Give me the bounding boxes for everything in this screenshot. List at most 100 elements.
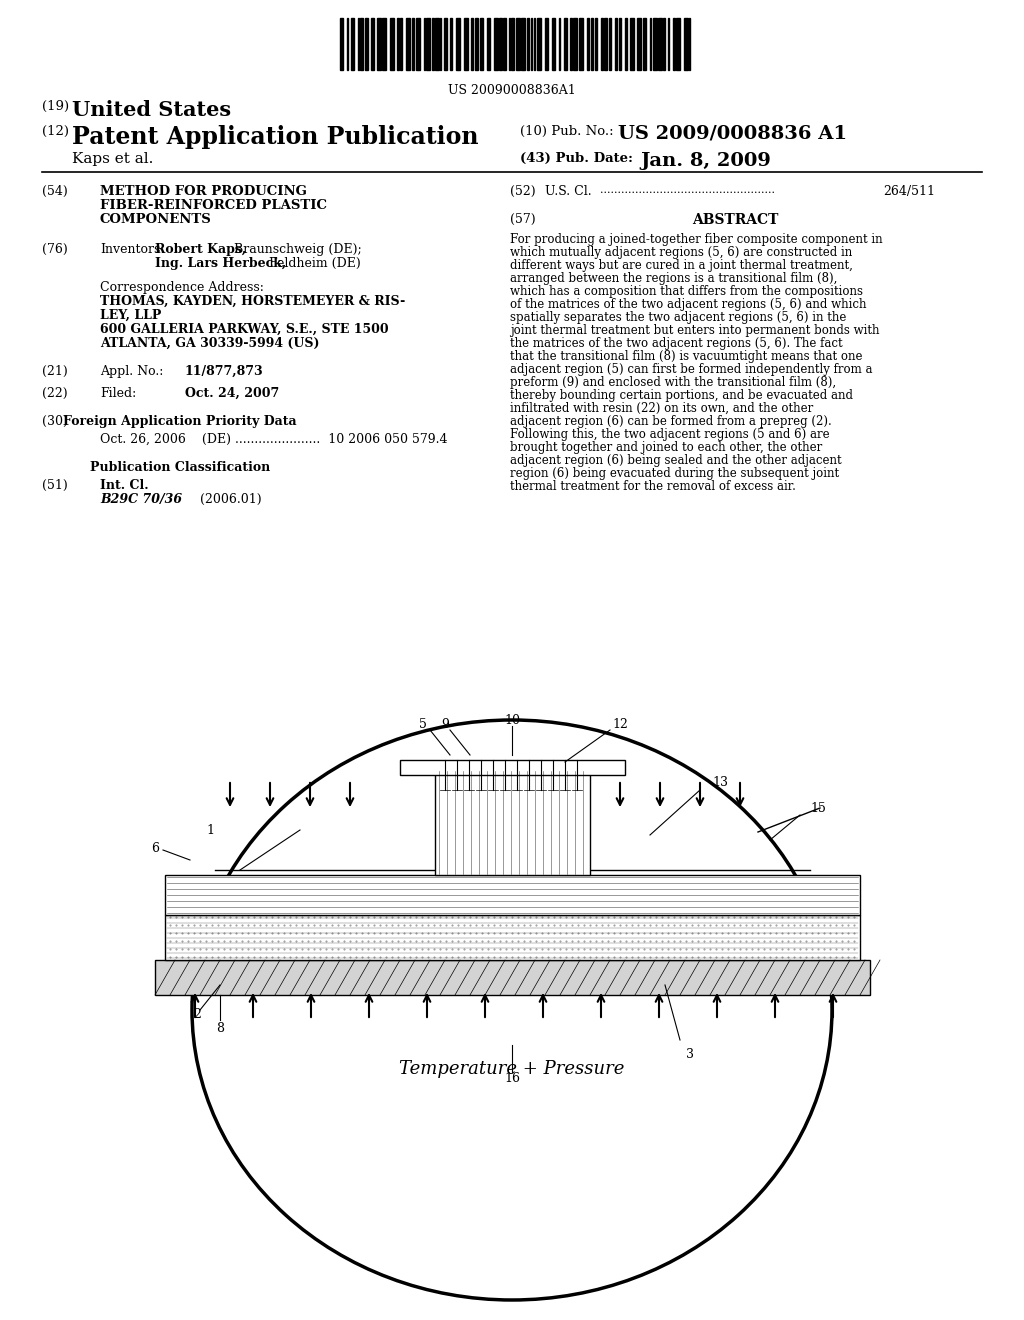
Text: 11/877,873: 11/877,873: [185, 366, 263, 378]
Text: Foreign Application Priority Data: Foreign Application Priority Data: [63, 414, 297, 428]
Bar: [673, 18, 675, 70]
Bar: [400, 760, 625, 775]
Text: adjacent region (5) can first be formed independently from a: adjacent region (5) can first be formed …: [510, 363, 872, 376]
Text: 8: 8: [216, 1022, 224, 1035]
Bar: [397, 18, 399, 70]
Text: region (6) being evacuated during the subsequent joint: region (6) being evacuated during the su…: [510, 467, 839, 480]
Bar: [604, 18, 607, 70]
Text: 6: 6: [151, 842, 159, 854]
Text: 9: 9: [441, 718, 449, 731]
Text: which has a composition that differs from the compositions: which has a composition that differs fro…: [510, 285, 863, 298]
Text: (21): (21): [42, 366, 68, 378]
Text: (30): (30): [42, 414, 68, 428]
Text: Following this, the two adjacent regions (5 and 6) are: Following this, the two adjacent regions…: [510, 428, 829, 441]
Text: thermal treatment for the removal of excess air.: thermal treatment for the removal of exc…: [510, 480, 796, 492]
Text: Correspondence Address:: Correspondence Address:: [100, 281, 264, 294]
Text: Jan. 8, 2009: Jan. 8, 2009: [640, 152, 771, 170]
Bar: [618, 18, 621, 70]
Text: ..................................................: ........................................…: [600, 185, 775, 195]
Bar: [165, 875, 860, 915]
Bar: [527, 18, 529, 70]
Text: Publication Classification: Publication Classification: [90, 461, 270, 474]
Text: 5: 5: [419, 718, 427, 731]
Bar: [637, 18, 641, 70]
Text: Oct. 24, 2007: Oct. 24, 2007: [185, 387, 280, 400]
Bar: [456, 18, 460, 70]
Text: 264/511: 264/511: [883, 185, 935, 198]
Text: brought together and joined to each other, the other: brought together and joined to each othe…: [510, 441, 822, 454]
Bar: [643, 18, 646, 70]
Bar: [587, 18, 589, 70]
Bar: [480, 18, 483, 70]
Bar: [521, 18, 525, 70]
Text: Feldheim (DE): Feldheim (DE): [265, 257, 360, 271]
Text: adjacent region (6) being sealed and the other adjacent: adjacent region (6) being sealed and the…: [510, 454, 842, 467]
Text: 2: 2: [194, 1008, 201, 1022]
Text: joint thermal treatment but enters into permanent bonds with: joint thermal treatment but enters into …: [510, 323, 880, 337]
Text: 16: 16: [504, 1072, 520, 1085]
Text: adjacent region (6) can be formed from a prepreg (2).: adjacent region (6) can be formed from a…: [510, 414, 831, 428]
Text: Oct. 26, 2006    (DE) ......................  10 2006 050 579.4: Oct. 26, 2006 (DE) .....................…: [100, 433, 447, 446]
Text: arranged between the regions is a transitional film (8),: arranged between the regions is a transi…: [510, 272, 838, 285]
Bar: [426, 18, 430, 70]
Text: ABSTRACT: ABSTRACT: [692, 213, 778, 227]
Bar: [494, 18, 498, 70]
Bar: [412, 18, 414, 70]
Bar: [564, 18, 567, 70]
Text: United States: United States: [72, 100, 231, 120]
Bar: [371, 18, 374, 70]
Bar: [684, 18, 688, 70]
Text: 3: 3: [686, 1048, 694, 1061]
Text: preform (9) and enclosed with the transitional film (8),: preform (9) and enclosed with the transi…: [510, 376, 837, 389]
Text: Temperature + Pressure: Temperature + Pressure: [399, 1060, 625, 1078]
Bar: [615, 18, 617, 70]
Text: Int. Cl.: Int. Cl.: [100, 479, 148, 492]
Text: COMPONENTS: COMPONENTS: [100, 213, 212, 226]
Bar: [340, 18, 343, 70]
Text: (51): (51): [42, 479, 68, 492]
Text: U.S. Cl.: U.S. Cl.: [545, 185, 592, 198]
Bar: [365, 18, 368, 70]
Text: Robert Kaps,: Robert Kaps,: [155, 243, 246, 256]
Bar: [511, 18, 514, 70]
Text: Inventors:: Inventors:: [100, 243, 165, 256]
Bar: [471, 18, 473, 70]
Text: LEY, LLP: LEY, LLP: [100, 309, 162, 322]
Text: B29C 70/36: B29C 70/36: [100, 492, 182, 506]
Bar: [400, 18, 402, 70]
Bar: [630, 18, 634, 70]
Bar: [444, 18, 447, 70]
Bar: [450, 18, 452, 70]
Bar: [377, 18, 381, 70]
Bar: [435, 770, 590, 875]
Text: (19): (19): [42, 100, 70, 114]
Bar: [591, 18, 593, 70]
Text: (22): (22): [42, 387, 68, 400]
Text: different ways but are cured in a joint thermal treatment,: different ways but are cured in a joint …: [510, 259, 853, 272]
Bar: [658, 18, 662, 70]
Text: FIBER-REINFORCED PLASTIC: FIBER-REINFORCED PLASTIC: [100, 199, 327, 213]
Text: Filed:: Filed:: [100, 387, 136, 400]
Text: 10: 10: [504, 714, 520, 726]
Text: Patent Application Publication: Patent Application Publication: [72, 125, 478, 149]
Bar: [545, 18, 548, 70]
Bar: [579, 18, 583, 70]
Bar: [552, 18, 555, 70]
Bar: [416, 18, 420, 70]
Bar: [653, 18, 657, 70]
Text: infiltrated with resin (22) on its own, and the other: infiltrated with resin (22) on its own, …: [510, 403, 813, 414]
Text: (2006.01): (2006.01): [200, 492, 261, 506]
Text: Appl. No.:: Appl. No.:: [100, 366, 164, 378]
Bar: [601, 18, 603, 70]
Bar: [382, 18, 386, 70]
Text: METHOD FOR PRODUCING: METHOD FOR PRODUCING: [100, 185, 307, 198]
Bar: [573, 18, 577, 70]
Text: ATLANTA, GA 30339-5994 (US): ATLANTA, GA 30339-5994 (US): [100, 337, 319, 350]
Bar: [503, 18, 506, 70]
Text: Ing. Lars Herbeck,: Ing. Lars Herbeck,: [155, 257, 287, 271]
Bar: [435, 18, 439, 70]
Text: (54): (54): [42, 185, 68, 198]
Bar: [609, 18, 611, 70]
Bar: [663, 18, 665, 70]
Text: US 20090008836A1: US 20090008836A1: [449, 84, 575, 96]
